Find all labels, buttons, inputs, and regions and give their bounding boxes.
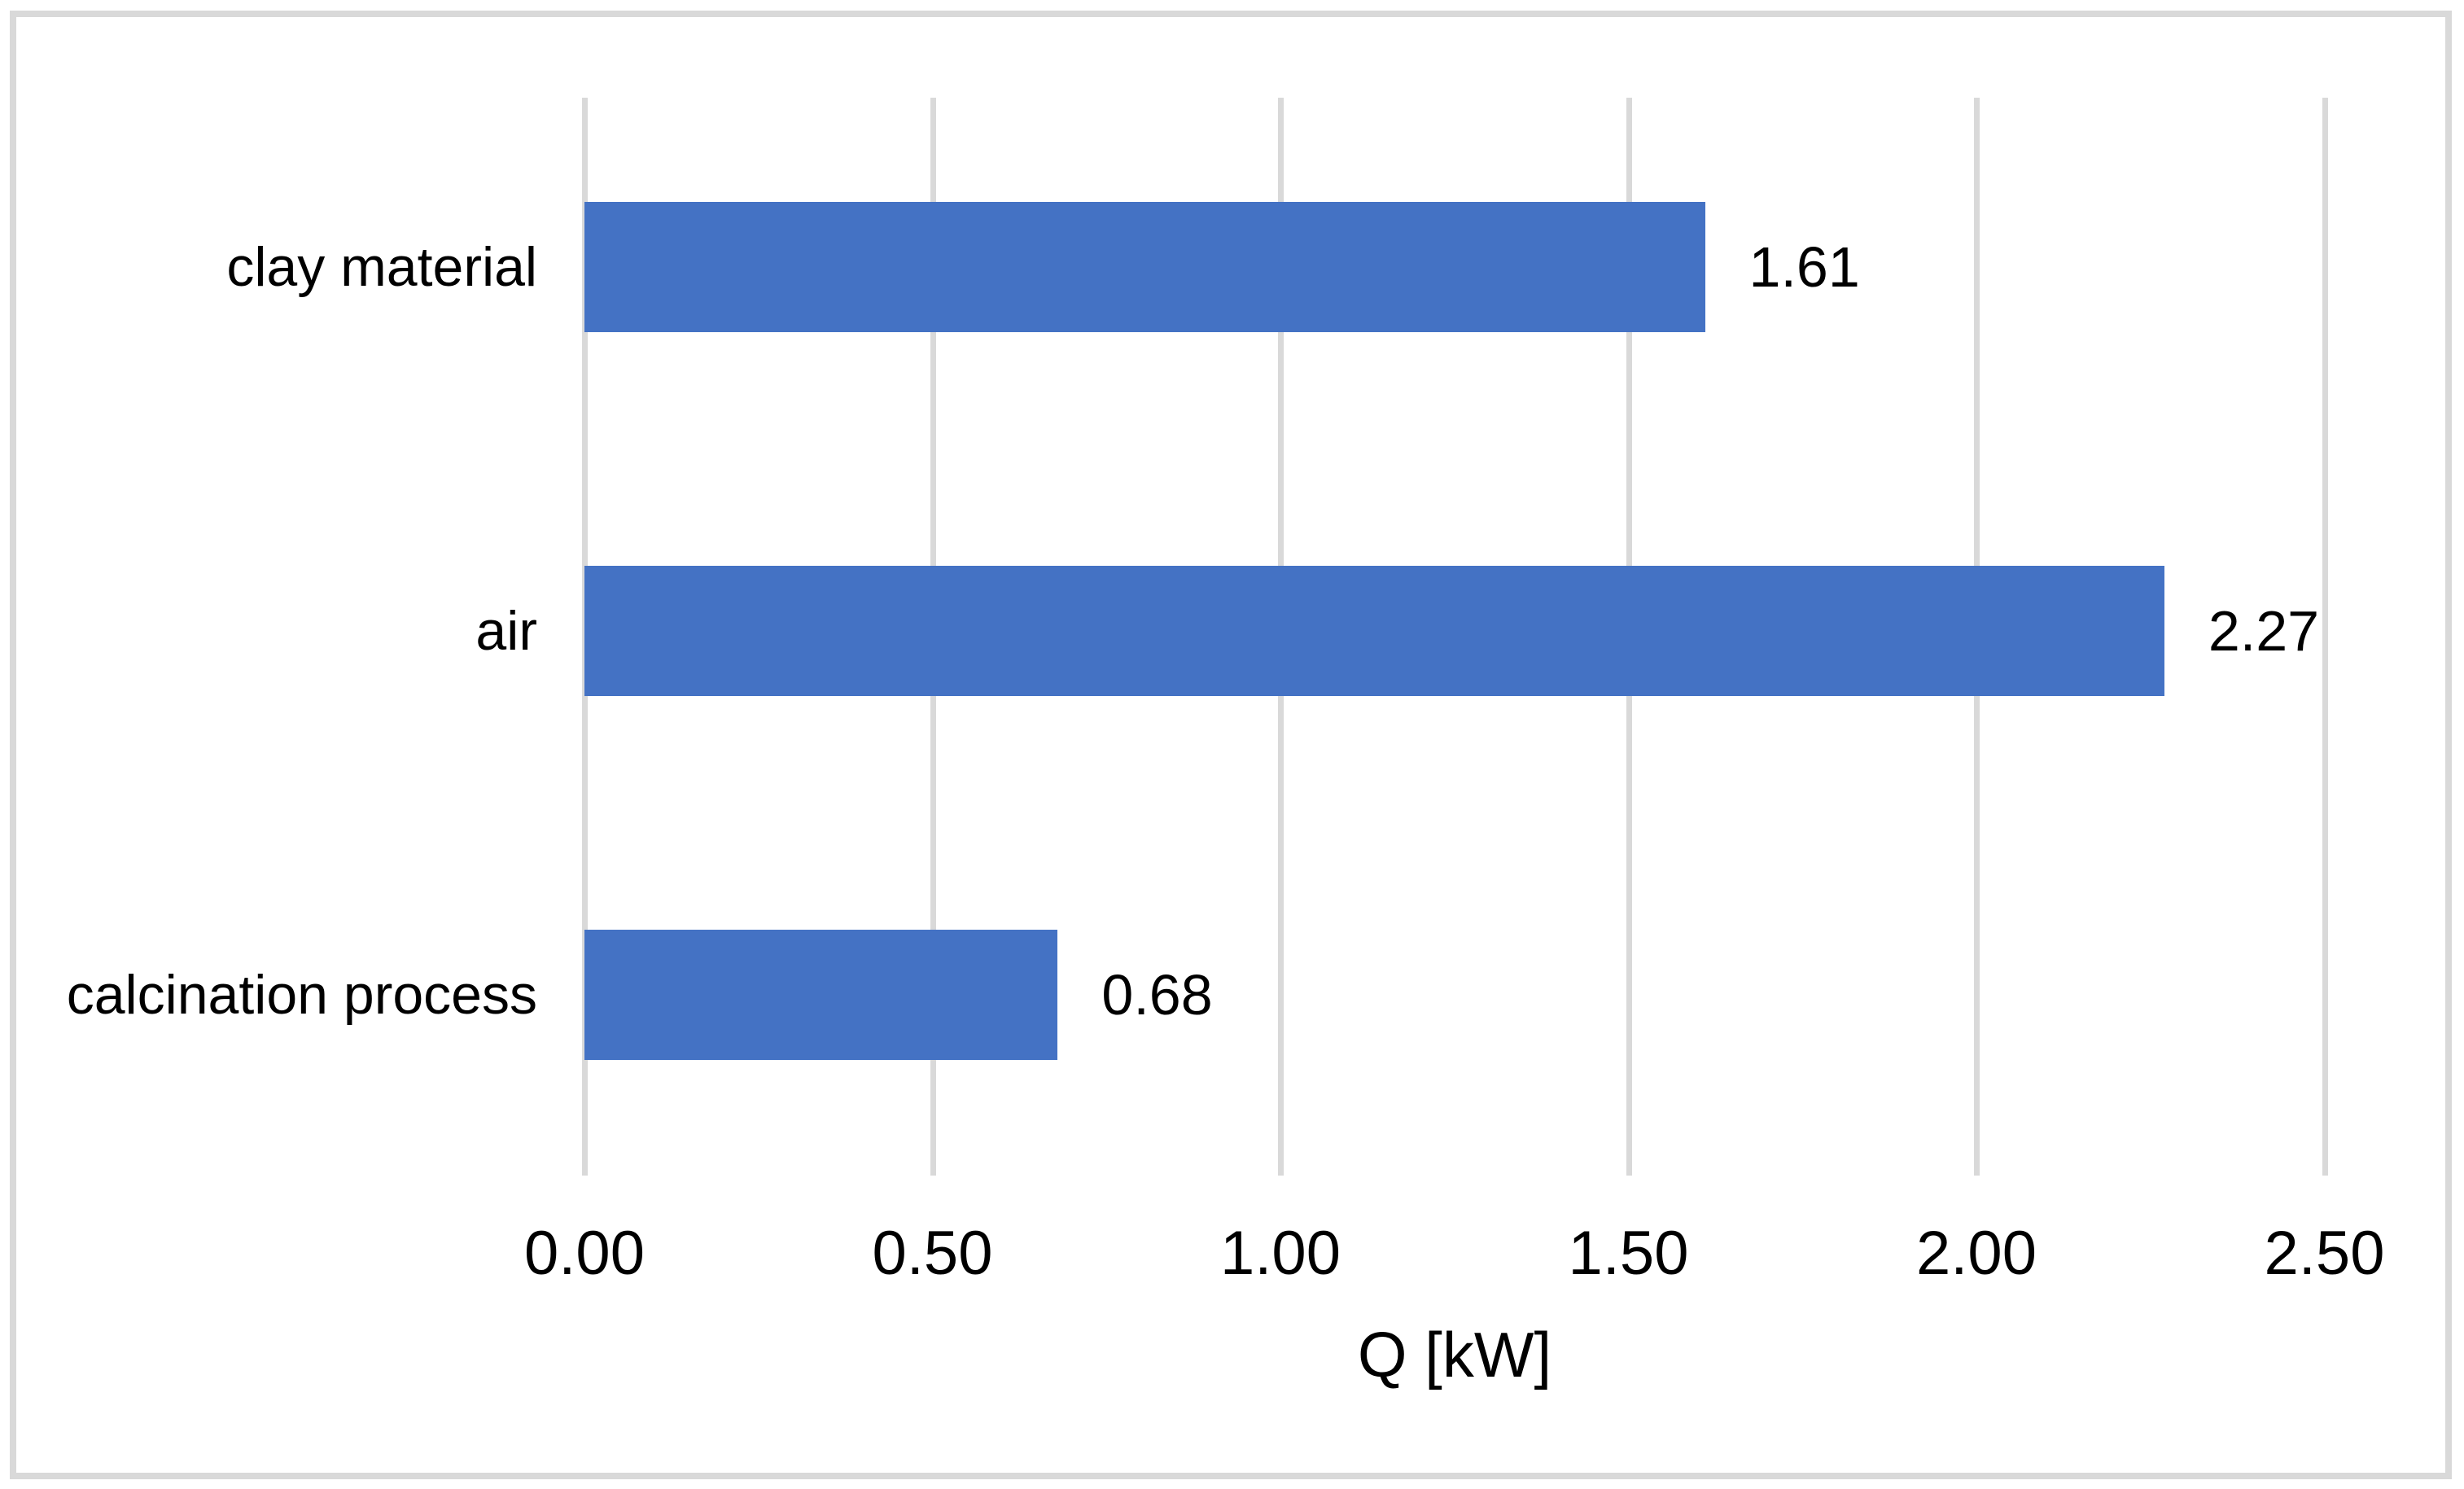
category-label-calcination-process: calcination process [66, 964, 537, 1026]
x-tick-label-2.50: 2.50 [2264, 1219, 2385, 1288]
x-tick-label-0.50: 0.50 [872, 1219, 993, 1288]
x-tick-label-1.00: 1.00 [1220, 1219, 1341, 1288]
value-label-0.68: 0.68 [1101, 963, 1213, 1027]
x-tick-label-2.00: 2.00 [1916, 1219, 2037, 1288]
value-label-1.61: 1.61 [1748, 235, 1860, 299]
chart-border [10, 11, 2452, 1479]
value-label-2.27: 2.27 [2208, 599, 2320, 663]
category-label-clay-material: clay material [226, 236, 537, 298]
bar-clay-material [584, 202, 1705, 332]
bar-air [584, 566, 2164, 696]
gridline-x-2.50 [2322, 98, 2328, 1176]
category-label-air: air [475, 600, 537, 662]
x-tick-label-0.00: 0.00 [524, 1219, 645, 1288]
bar-calcination-process [584, 930, 1058, 1060]
x-axis-title: Q [kW] [1357, 1319, 1552, 1390]
x-tick-label-1.50: 1.50 [1568, 1219, 1689, 1288]
